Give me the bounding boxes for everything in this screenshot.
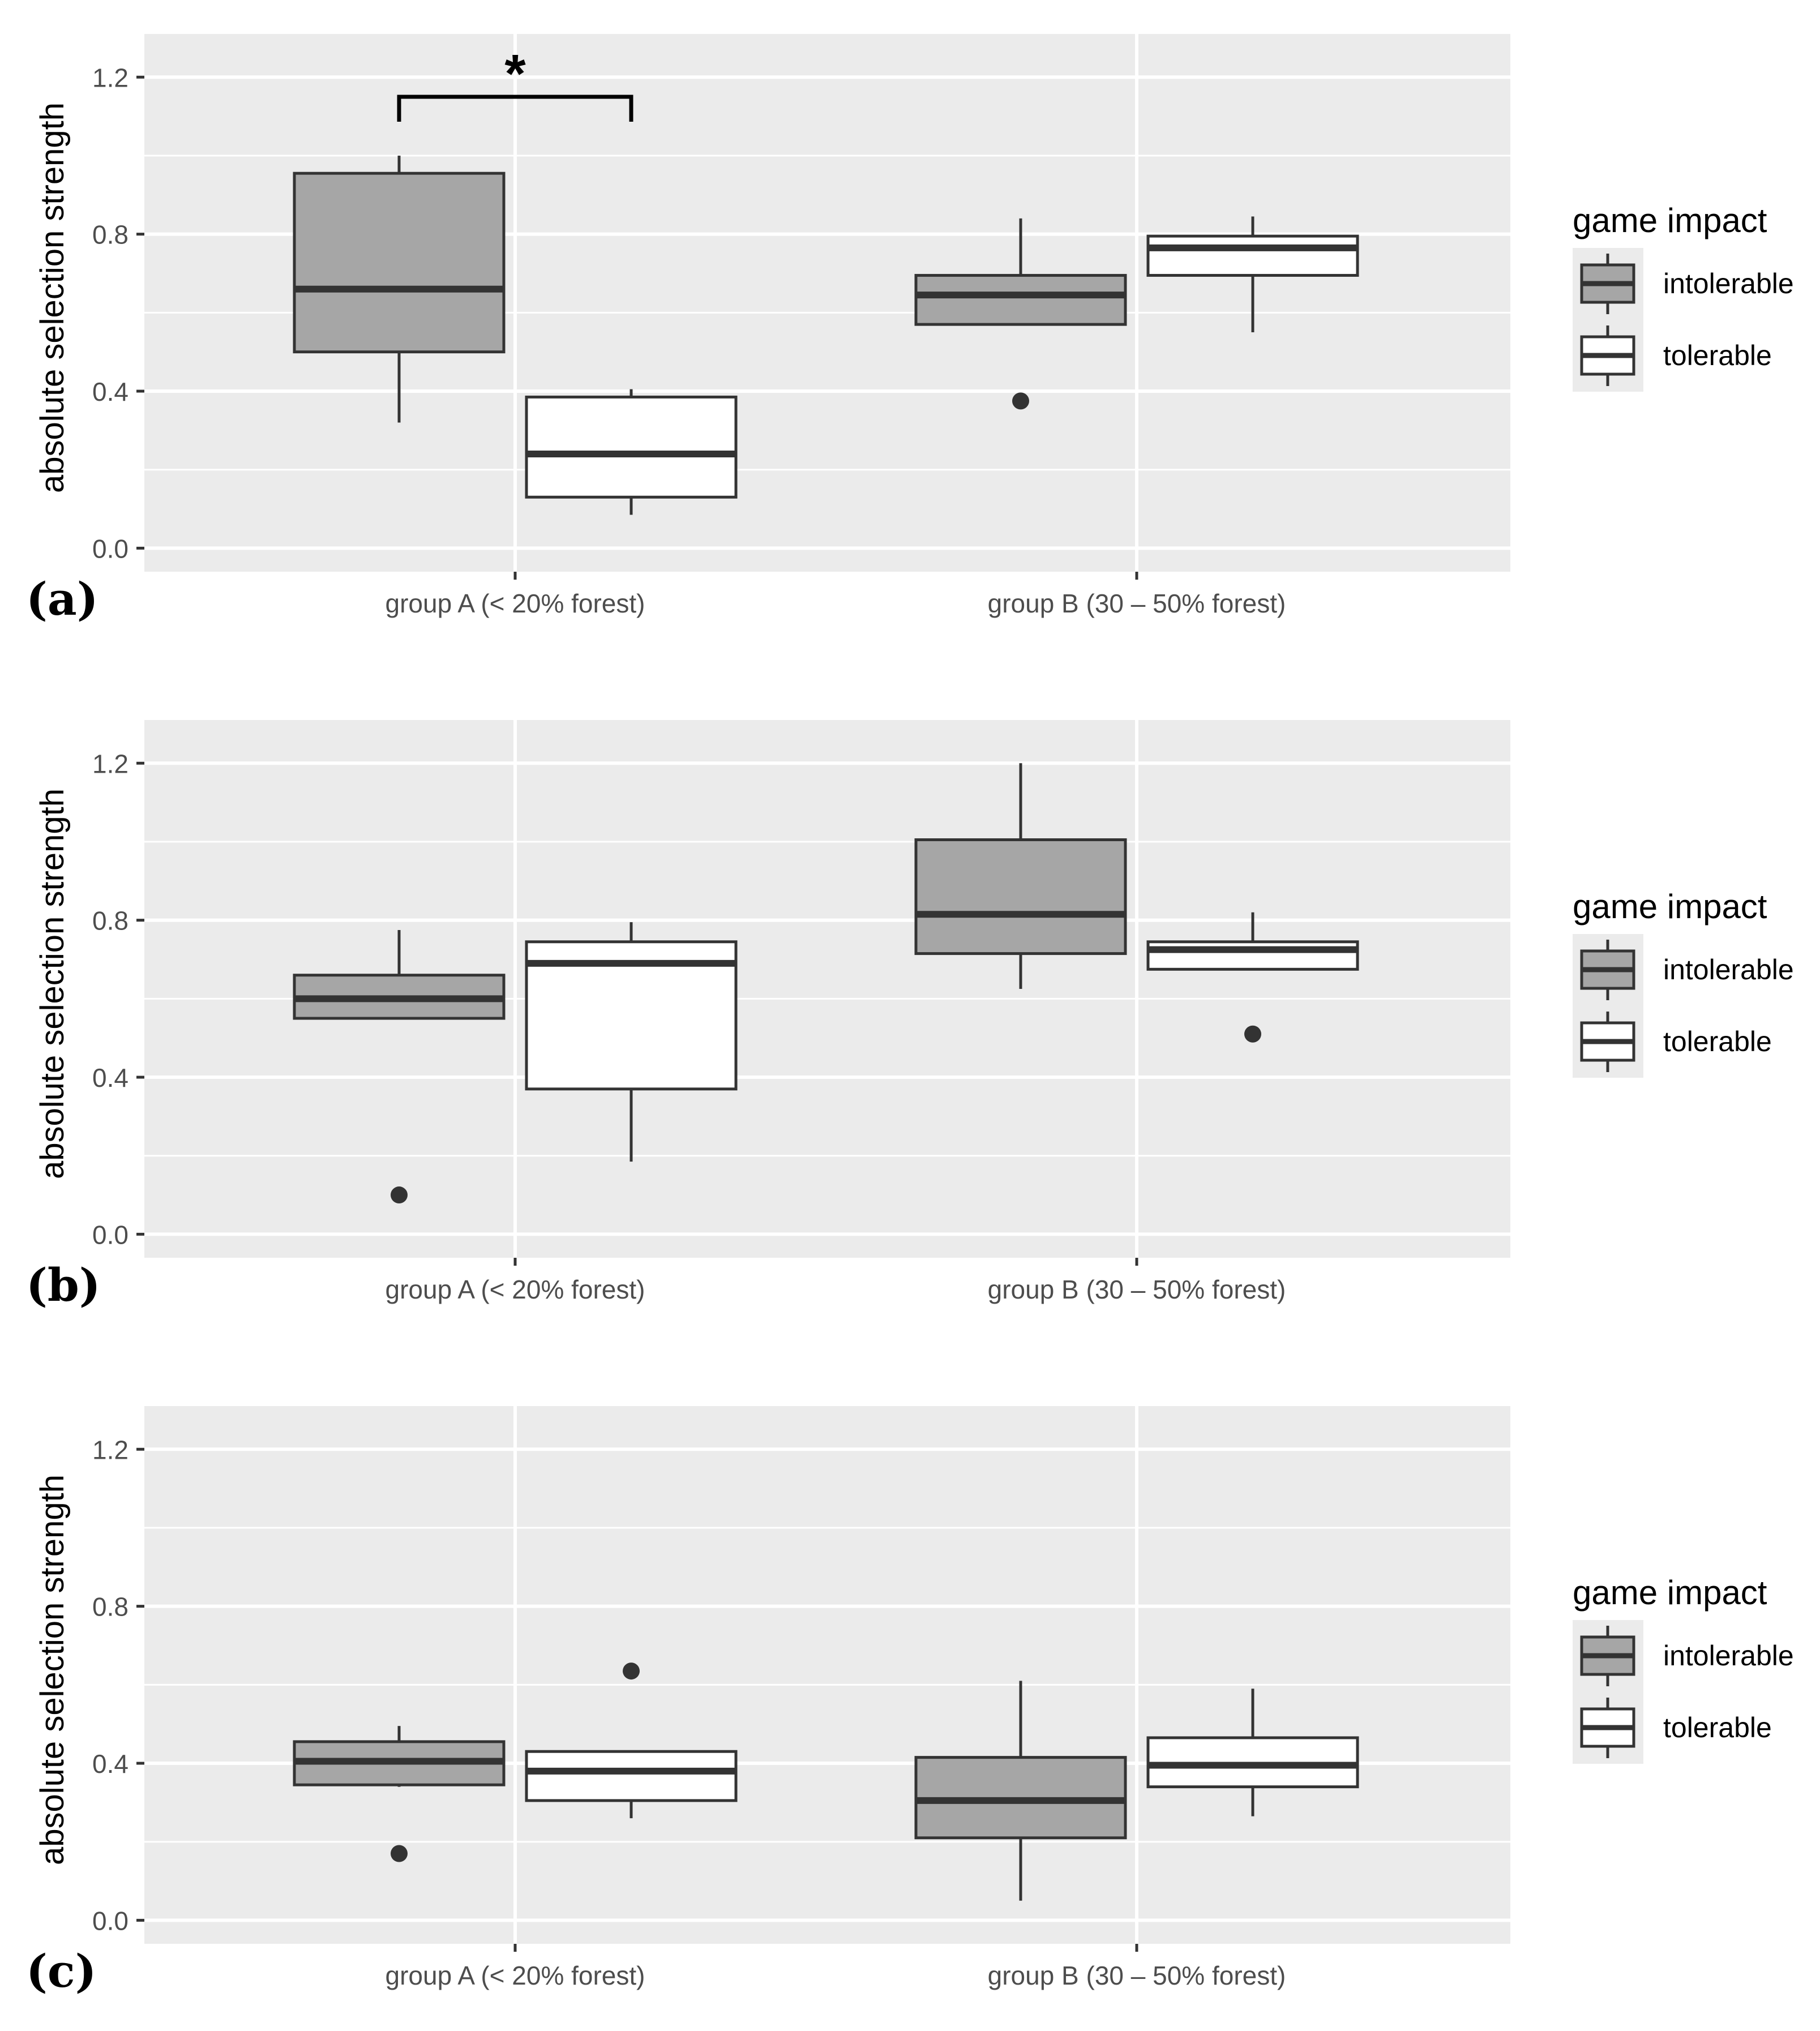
box-tolerable-1 [1146,1689,1359,1816]
box-tolerable-1 [1146,216,1359,333]
legend-label-intolerable: intolerable [1663,954,1794,985]
y-tick-label: 0.8 [92,906,129,936]
outlier-point [1244,1025,1261,1043]
x-tick-label: group B (30 – 50% forest) [988,589,1286,618]
legend-label-intolerable: intolerable [1663,268,1794,299]
box-tolerable-0 [525,389,738,515]
x-tick-label: group A (< 20% forest) [386,1961,645,1990]
box-body [914,838,1127,955]
y-axis-title: absolute selection strength [34,789,71,1179]
x-tick-label: group B (30 – 50% forest) [988,1275,1286,1304]
outlier-point [623,1662,640,1680]
panel-1: 0.0 0.4 0.8 1.2 group A (< 20% forest) group … [26,720,1794,1312]
y-tick-label: 0.0 [92,1220,129,1249]
box-body [525,1750,738,1802]
box-intolerable-0 [293,155,506,423]
y-tick-label: 0.8 [92,1592,129,1622]
x-tick-label: group A (< 20% forest) [386,589,645,618]
y-tick-label: 1.2 [92,1435,129,1464]
panel-label: (b) [26,1258,101,1312]
box-intolerable-1 [914,1681,1127,1901]
panel-0: 0.0 0.4 0.8 1.2 group A (< 20% forest) group … [26,34,1794,625]
box-tolerable-0 [525,922,738,1162]
legend: game impact intolerable tolerable [1573,888,1794,1078]
y-tick-label: 0.4 [92,1063,129,1092]
legend: game impact intolerable tolerable [1573,1574,1794,1764]
legend-title: game impact [1573,1574,1767,1612]
box-intolerable-1 [914,218,1127,410]
outlier-point [391,1845,408,1862]
panel-label: (c) [26,1944,96,1998]
y-axis-title: absolute selection strength [34,1475,71,1865]
x-tick-label: group B (30 – 50% forest) [988,1961,1286,1990]
outlier-point [391,1186,408,1204]
panel-label: (a) [26,572,99,625]
y-axis-title: absolute selection strength [34,102,71,493]
significance-marker: * [504,44,526,104]
legend-label-tolerable: tolerable [1663,1712,1772,1743]
outlier-point [1012,392,1029,410]
legend-title: game impact [1573,202,1767,239]
box-body [1146,940,1359,971]
box-body [293,172,506,354]
box-body [914,273,1127,326]
box-body [525,395,738,499]
legend-label-intolerable: intolerable [1663,1640,1794,1672]
y-tick-label: 0.4 [92,377,129,406]
y-tick-label: 0.8 [92,220,129,250]
y-tick-label: 0.4 [92,1749,129,1779]
box-tolerable-1 [1146,912,1359,1043]
y-tick-label: 1.2 [92,749,129,778]
significance-bracket [397,95,633,122]
legend: game impact intolerable tolerable [1573,202,1794,392]
y-tick-label: 0.0 [92,534,129,563]
box-intolerable-1 [914,763,1127,989]
box-intolerable-0 [293,929,506,1204]
box-body [1146,234,1359,277]
legend-label-tolerable: tolerable [1663,340,1772,371]
y-tick-label: 1.2 [92,63,129,92]
legend-label-tolerable: tolerable [1663,1026,1772,1057]
y-tick-label: 0.0 [92,1906,129,1935]
box-intolerable-0 [293,1726,506,1862]
legend-title: game impact [1573,888,1767,925]
plot-background [144,1406,1510,1944]
box-tolerable-0 [525,1662,738,1819]
panel-2: 0.0 0.4 0.8 1.2 group A (< 20% forest) group … [26,1406,1794,1998]
x-tick-label: group A (< 20% forest) [386,1275,645,1304]
